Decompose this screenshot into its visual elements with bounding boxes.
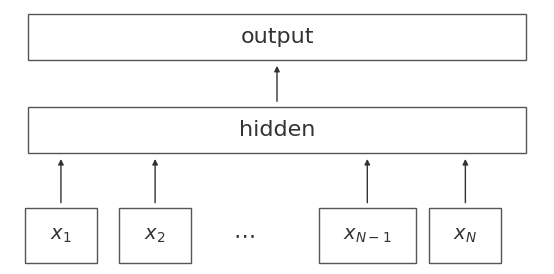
Text: $x_2$: $x_2$ [145,226,166,245]
Text: output: output [240,27,314,47]
Text: $\cdots$: $\cdots$ [233,226,255,246]
Text: $x_{N-1}$: $x_{N-1}$ [343,226,391,245]
Text: $x_1$: $x_1$ [50,226,71,245]
Text: $x_N$: $x_N$ [453,226,478,245]
FancyBboxPatch shape [28,14,526,60]
FancyBboxPatch shape [119,208,191,263]
FancyBboxPatch shape [319,208,416,263]
Text: hidden: hidden [239,120,315,140]
FancyBboxPatch shape [25,208,97,263]
FancyBboxPatch shape [429,208,501,263]
FancyBboxPatch shape [28,107,526,153]
